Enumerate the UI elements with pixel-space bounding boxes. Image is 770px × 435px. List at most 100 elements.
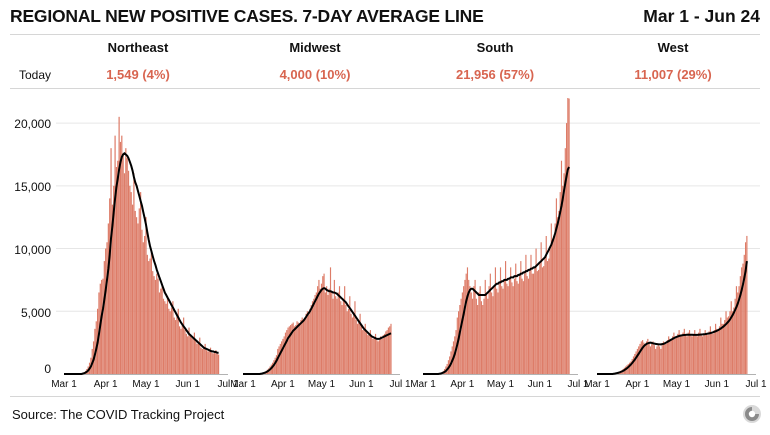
bar [173, 317, 175, 374]
bar [501, 286, 503, 374]
bar [728, 316, 730, 374]
bar [531, 273, 533, 374]
bar [691, 336, 693, 374]
bar [109, 198, 111, 374]
bar [119, 141, 122, 374]
bar [626, 365, 628, 374]
bar [711, 332, 713, 374]
bar [690, 335, 692, 374]
bar [118, 116, 120, 375]
bar [176, 316, 178, 374]
bar [546, 261, 549, 374]
bar [482, 305, 484, 374]
bar [698, 332, 700, 374]
bar [487, 298, 489, 374]
bar [200, 347, 202, 374]
bar [197, 342, 200, 374]
bar [634, 353, 636, 374]
bar [149, 258, 151, 374]
x-tick-label: Apr 1 [271, 379, 295, 390]
bar [318, 279, 320, 374]
bar [658, 346, 661, 374]
bar [721, 323, 723, 374]
bar [705, 333, 708, 374]
bar [296, 321, 298, 374]
bar [724, 320, 726, 374]
bar [138, 208, 140, 374]
bar [381, 338, 383, 374]
bar [187, 336, 189, 374]
bar [642, 340, 644, 374]
bar [640, 341, 642, 374]
bar [484, 279, 486, 374]
bar [564, 148, 566, 374]
bar [517, 283, 519, 374]
bar [701, 336, 704, 374]
bar [355, 320, 357, 374]
bar [351, 317, 353, 374]
bar [277, 348, 279, 374]
bar [317, 286, 319, 374]
bar [102, 278, 104, 374]
region-name-west: West [657, 40, 689, 55]
bar [673, 332, 675, 374]
bar [121, 135, 123, 374]
bar [734, 298, 736, 374]
bar [369, 330, 371, 374]
bar [527, 278, 530, 374]
x-tick-label: Apr 1 [450, 379, 474, 390]
bar [674, 336, 676, 374]
bar [324, 292, 326, 374]
bar [464, 279, 466, 374]
bar [735, 286, 738, 374]
bar [365, 332, 368, 374]
bar [390, 323, 392, 374]
bar [299, 323, 301, 374]
bar [315, 292, 317, 374]
bar [358, 321, 360, 374]
bar [283, 336, 285, 374]
bar [349, 296, 351, 374]
bar [518, 276, 521, 374]
bar [708, 331, 710, 374]
bar [382, 335, 384, 374]
bar [675, 337, 678, 374]
x-tick-label: Jul 1 [217, 379, 239, 390]
bar [474, 279, 476, 374]
bar [550, 223, 552, 374]
bar [529, 271, 531, 374]
bar [655, 348, 657, 374]
bar [144, 236, 146, 374]
bar [328, 288, 330, 374]
bar [503, 279, 505, 374]
bar [131, 204, 134, 374]
bar [543, 266, 545, 374]
bar [638, 346, 640, 374]
bar [553, 236, 555, 374]
bar [150, 251, 152, 374]
bar [459, 305, 461, 374]
bar [725, 311, 727, 374]
bar [664, 342, 666, 374]
bar [554, 223, 556, 374]
average-line [597, 260, 748, 375]
panel-northeast: Mar 1 Apr 1 May 1 Jun 1 Jul 1 [51, 116, 239, 390]
bar [304, 318, 306, 374]
bar [297, 322, 299, 374]
bar [460, 298, 462, 374]
bar [493, 286, 495, 374]
bar [463, 286, 465, 374]
bar [685, 333, 687, 374]
y-tick-label: 5,000 [20, 306, 51, 320]
bar [741, 267, 743, 374]
bar [165, 303, 167, 374]
y-tick-label: 20,000 [14, 117, 51, 131]
bar [117, 160, 119, 374]
bar [185, 333, 187, 374]
bar [499, 267, 502, 374]
bar [513, 278, 516, 374]
bar [184, 330, 186, 374]
bar [211, 352, 213, 374]
bar [174, 320, 177, 374]
bar [666, 340, 668, 374]
